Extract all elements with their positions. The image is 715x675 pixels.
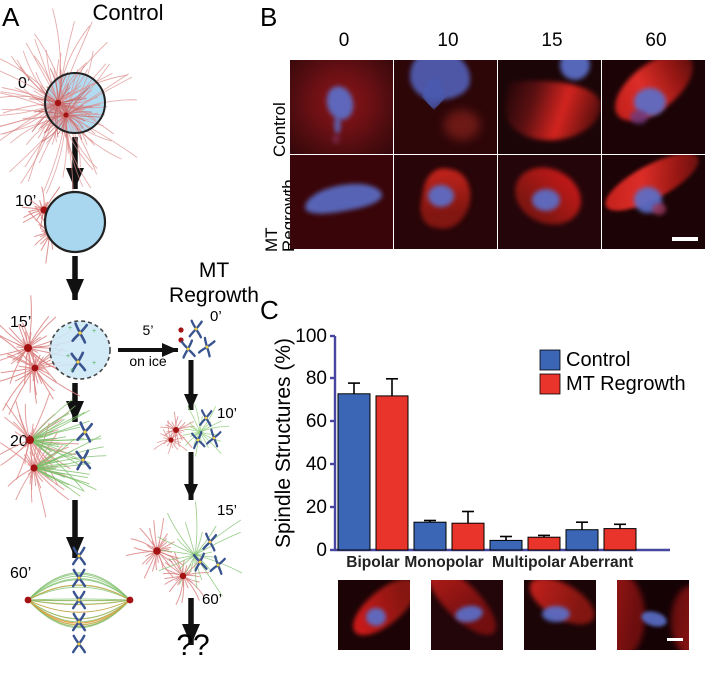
svg-text:100: 100 <box>295 326 327 347</box>
svg-text:Bipolar: Bipolar <box>346 554 399 571</box>
svg-text:on ice: on ice <box>129 353 167 369</box>
svg-text:+: + <box>92 360 96 367</box>
svg-text:+: + <box>70 367 74 374</box>
svg-text:60: 60 <box>306 411 327 432</box>
svg-text:Multipolar: Multipolar <box>492 554 566 571</box>
svg-text:MT Regrowth: MT Regrowth <box>566 373 686 395</box>
svg-text:5’: 5’ <box>143 322 154 338</box>
svg-text:80: 80 <box>306 368 327 389</box>
svg-text:+: + <box>66 353 70 360</box>
svg-text:15’: 15’ <box>217 502 237 519</box>
svg-text:60’: 60’ <box>202 591 222 608</box>
svg-text:40: 40 <box>306 454 327 475</box>
svg-text:MT: MT <box>199 259 229 282</box>
svg-text:+: + <box>92 328 96 335</box>
svg-text:0: 0 <box>316 540 327 561</box>
svg-text:15’: 15’ <box>10 314 31 331</box>
svg-text:Aberrant: Aberrant <box>569 554 634 571</box>
svg-text:60’: 60’ <box>10 565 31 582</box>
svg-text:20: 20 <box>306 497 327 518</box>
svg-text:Monopolar: Monopolar <box>404 554 483 571</box>
svg-text:Spindle Structures (%): Spindle Structures (%) <box>272 338 295 548</box>
svg-text:??: ?? <box>176 629 209 662</box>
svg-text:Regrowth: Regrowth <box>169 284 259 307</box>
svg-text:Control: Control <box>566 349 630 371</box>
svg-text:10’: 10’ <box>217 405 237 422</box>
svg-text:+: + <box>68 325 72 332</box>
svg-text:Control: Control <box>93 0 164 25</box>
svg-text:0’: 0’ <box>210 308 222 325</box>
